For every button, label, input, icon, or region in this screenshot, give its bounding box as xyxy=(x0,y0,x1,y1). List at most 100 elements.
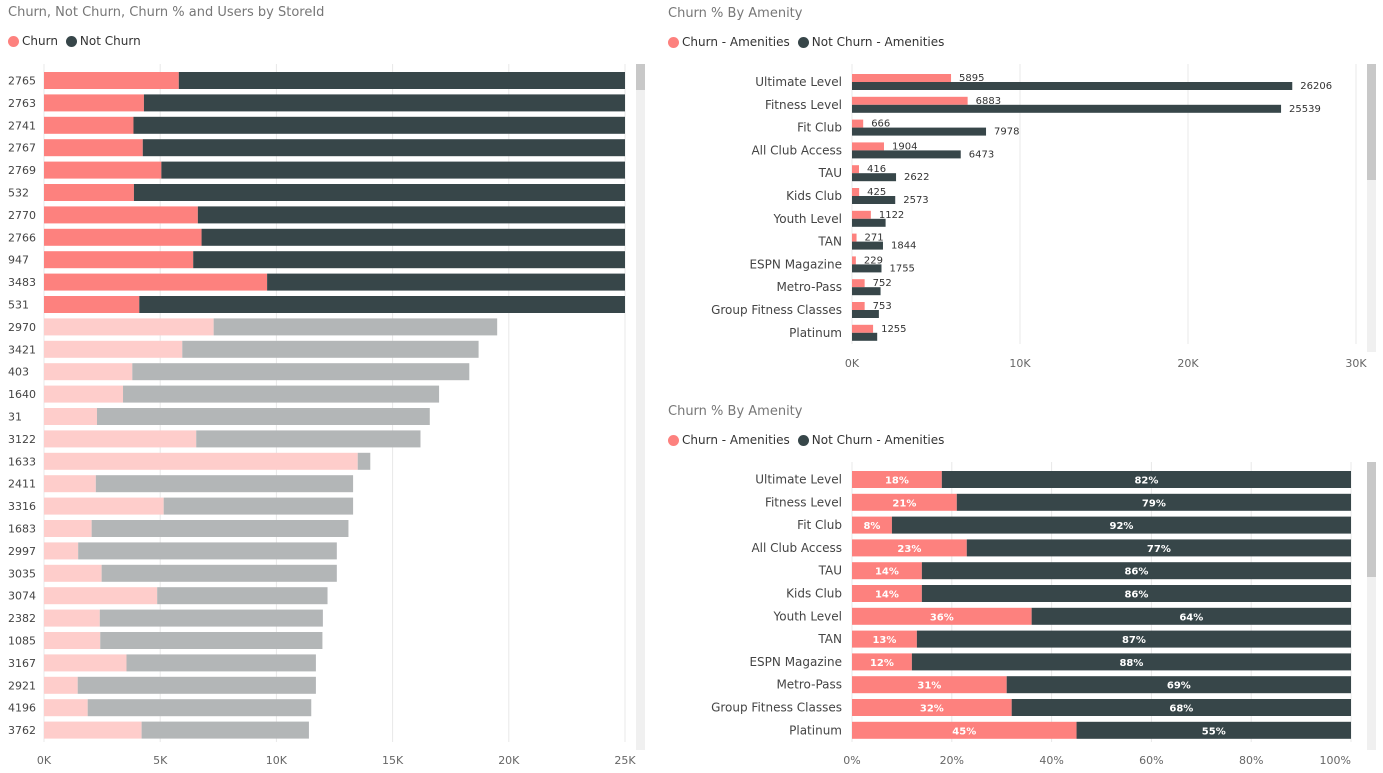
not-churn-bar[interactable] xyxy=(143,94,625,112)
not-churn-amenity-bar[interactable] xyxy=(852,332,878,341)
churn-bar[interactable] xyxy=(44,497,164,515)
not-churn-percent-bar[interactable] xyxy=(1011,699,1351,716)
not-churn-amenity-bar[interactable] xyxy=(852,150,961,159)
churn-bar[interactable] xyxy=(44,654,127,672)
churn-bar[interactable] xyxy=(44,139,143,157)
churn-amenity-bar[interactable] xyxy=(852,210,871,219)
churn-bar[interactable] xyxy=(44,94,144,112)
scrollbar-thumb[interactable] xyxy=(636,64,645,90)
churn-bar[interactable] xyxy=(44,385,124,403)
not-churn-bar[interactable] xyxy=(77,676,316,694)
churn-bar[interactable] xyxy=(44,430,197,448)
churn-bar[interactable] xyxy=(44,699,88,717)
churn-amenity-bar[interactable] xyxy=(852,279,865,288)
not-churn-amenity-bar[interactable] xyxy=(852,310,879,318)
churn-bar[interactable] xyxy=(44,72,179,89)
churn-bar[interactable] xyxy=(44,116,134,134)
scrollbar-thumb[interactable] xyxy=(1367,64,1376,180)
not-churn-bar[interactable] xyxy=(95,475,354,493)
legend-item-not-churn-amenities[interactable]: Not Churn - Amenities xyxy=(797,35,944,49)
not-churn-bar[interactable] xyxy=(78,542,337,560)
not-churn-amenity-bar[interactable] xyxy=(852,127,987,136)
legend-item-not-churn-amenities[interactable]: Not Churn - Amenities xyxy=(797,433,944,447)
not-churn-bar[interactable] xyxy=(141,721,309,739)
not-churn-bar[interactable] xyxy=(193,251,625,269)
not-churn-percent-bar[interactable] xyxy=(1076,721,1351,739)
churn-bar[interactable] xyxy=(44,161,162,179)
churn-amenity-bar[interactable] xyxy=(852,256,856,265)
churn-bar[interactable] xyxy=(44,318,214,336)
not-churn-percent-bar[interactable] xyxy=(1006,676,1351,694)
not-churn-bar[interactable] xyxy=(161,161,625,179)
not-churn-amenity-bar[interactable] xyxy=(852,218,886,227)
churn-amenity-bar[interactable] xyxy=(852,74,952,82)
churn-bar[interactable] xyxy=(44,721,142,739)
churn-bar[interactable] xyxy=(44,520,92,537)
churn-bar[interactable] xyxy=(44,452,358,470)
churn-percent-bar[interactable] xyxy=(852,471,942,488)
churn-percent-bar[interactable] xyxy=(852,607,1032,625)
churn-bar[interactable] xyxy=(44,676,78,694)
not-churn-percent-bar[interactable] xyxy=(921,585,1351,602)
not-churn-bar[interactable] xyxy=(91,520,349,537)
not-churn-bar[interactable] xyxy=(142,139,625,157)
not-churn-bar[interactable] xyxy=(197,206,625,224)
not-churn-amenity-bar[interactable] xyxy=(852,287,881,296)
churn-bar[interactable] xyxy=(44,340,183,358)
churn-bar[interactable] xyxy=(44,632,101,649)
not-churn-bar[interactable] xyxy=(157,587,328,605)
churn-percent-bar[interactable] xyxy=(852,493,957,511)
not-churn-percent-bar[interactable] xyxy=(1031,607,1351,625)
not-churn-percent-bar[interactable] xyxy=(956,493,1351,511)
churn-bar[interactable] xyxy=(44,609,100,627)
not-churn-bar[interactable] xyxy=(178,72,626,89)
churn-percent-bar[interactable] xyxy=(852,676,1007,694)
churn-bar[interactable] xyxy=(44,363,133,381)
not-churn-bar[interactable] xyxy=(201,228,625,246)
not-churn-bar[interactable] xyxy=(123,385,440,403)
not-churn-bar[interactable] xyxy=(96,408,430,425)
churn-bar[interactable] xyxy=(44,542,79,560)
churn-amenity-bar[interactable] xyxy=(852,233,857,242)
legend-item-churn-amenities[interactable]: Churn - Amenities xyxy=(668,35,790,49)
churn-amenity-bar[interactable] xyxy=(852,165,859,174)
churn-percent-bar[interactable] xyxy=(852,653,912,671)
not-churn-bar[interactable] xyxy=(139,296,625,313)
churn-bar[interactable] xyxy=(44,228,202,246)
not-churn-bar[interactable] xyxy=(132,363,470,381)
not-churn-amenity-bar[interactable] xyxy=(852,196,896,204)
not-churn-amenity-bar[interactable] xyxy=(852,104,1282,113)
churn-amenity-bar[interactable] xyxy=(852,142,884,151)
churn-amenity-bar[interactable] xyxy=(852,188,860,196)
bottom-right-chart-scrollbar[interactable] xyxy=(1367,462,1376,750)
not-churn-percent-bar[interactable] xyxy=(941,471,1351,488)
churn-bar[interactable] xyxy=(44,184,134,201)
churn-amenity-bar[interactable] xyxy=(852,324,874,333)
not-churn-percent-bar[interactable] xyxy=(911,653,1351,671)
not-churn-percent-bar[interactable] xyxy=(966,539,1351,557)
churn-bar[interactable] xyxy=(44,564,102,582)
not-churn-bar[interactable] xyxy=(87,699,312,717)
not-churn-bar[interactable] xyxy=(126,654,316,672)
not-churn-bar[interactable] xyxy=(357,452,371,470)
churn-bar[interactable] xyxy=(44,475,96,493)
not-churn-bar[interactable] xyxy=(213,318,498,336)
not-churn-amenity-bar[interactable] xyxy=(852,264,882,273)
not-churn-amenity-bar[interactable] xyxy=(852,82,1293,90)
not-churn-bar[interactable] xyxy=(163,497,354,515)
not-churn-bar[interactable] xyxy=(267,273,625,291)
churn-amenity-bar[interactable] xyxy=(852,96,968,105)
churn-bar[interactable] xyxy=(44,273,268,291)
churn-percent-bar[interactable] xyxy=(852,699,1012,716)
churn-bar[interactable] xyxy=(44,296,140,313)
churn-percent-bar[interactable] xyxy=(852,721,1077,739)
not-churn-bar[interactable] xyxy=(196,430,421,448)
top-right-chart-scrollbar[interactable] xyxy=(1367,64,1376,352)
churn-bar[interactable] xyxy=(44,251,194,269)
churn-percent-bar[interactable] xyxy=(852,585,922,602)
churn-bar[interactable] xyxy=(44,408,97,425)
not-churn-amenity-bar[interactable] xyxy=(852,241,883,250)
not-churn-bar[interactable] xyxy=(182,340,479,358)
not-churn-bar[interactable] xyxy=(101,564,337,582)
churn-percent-bar[interactable] xyxy=(852,562,922,580)
